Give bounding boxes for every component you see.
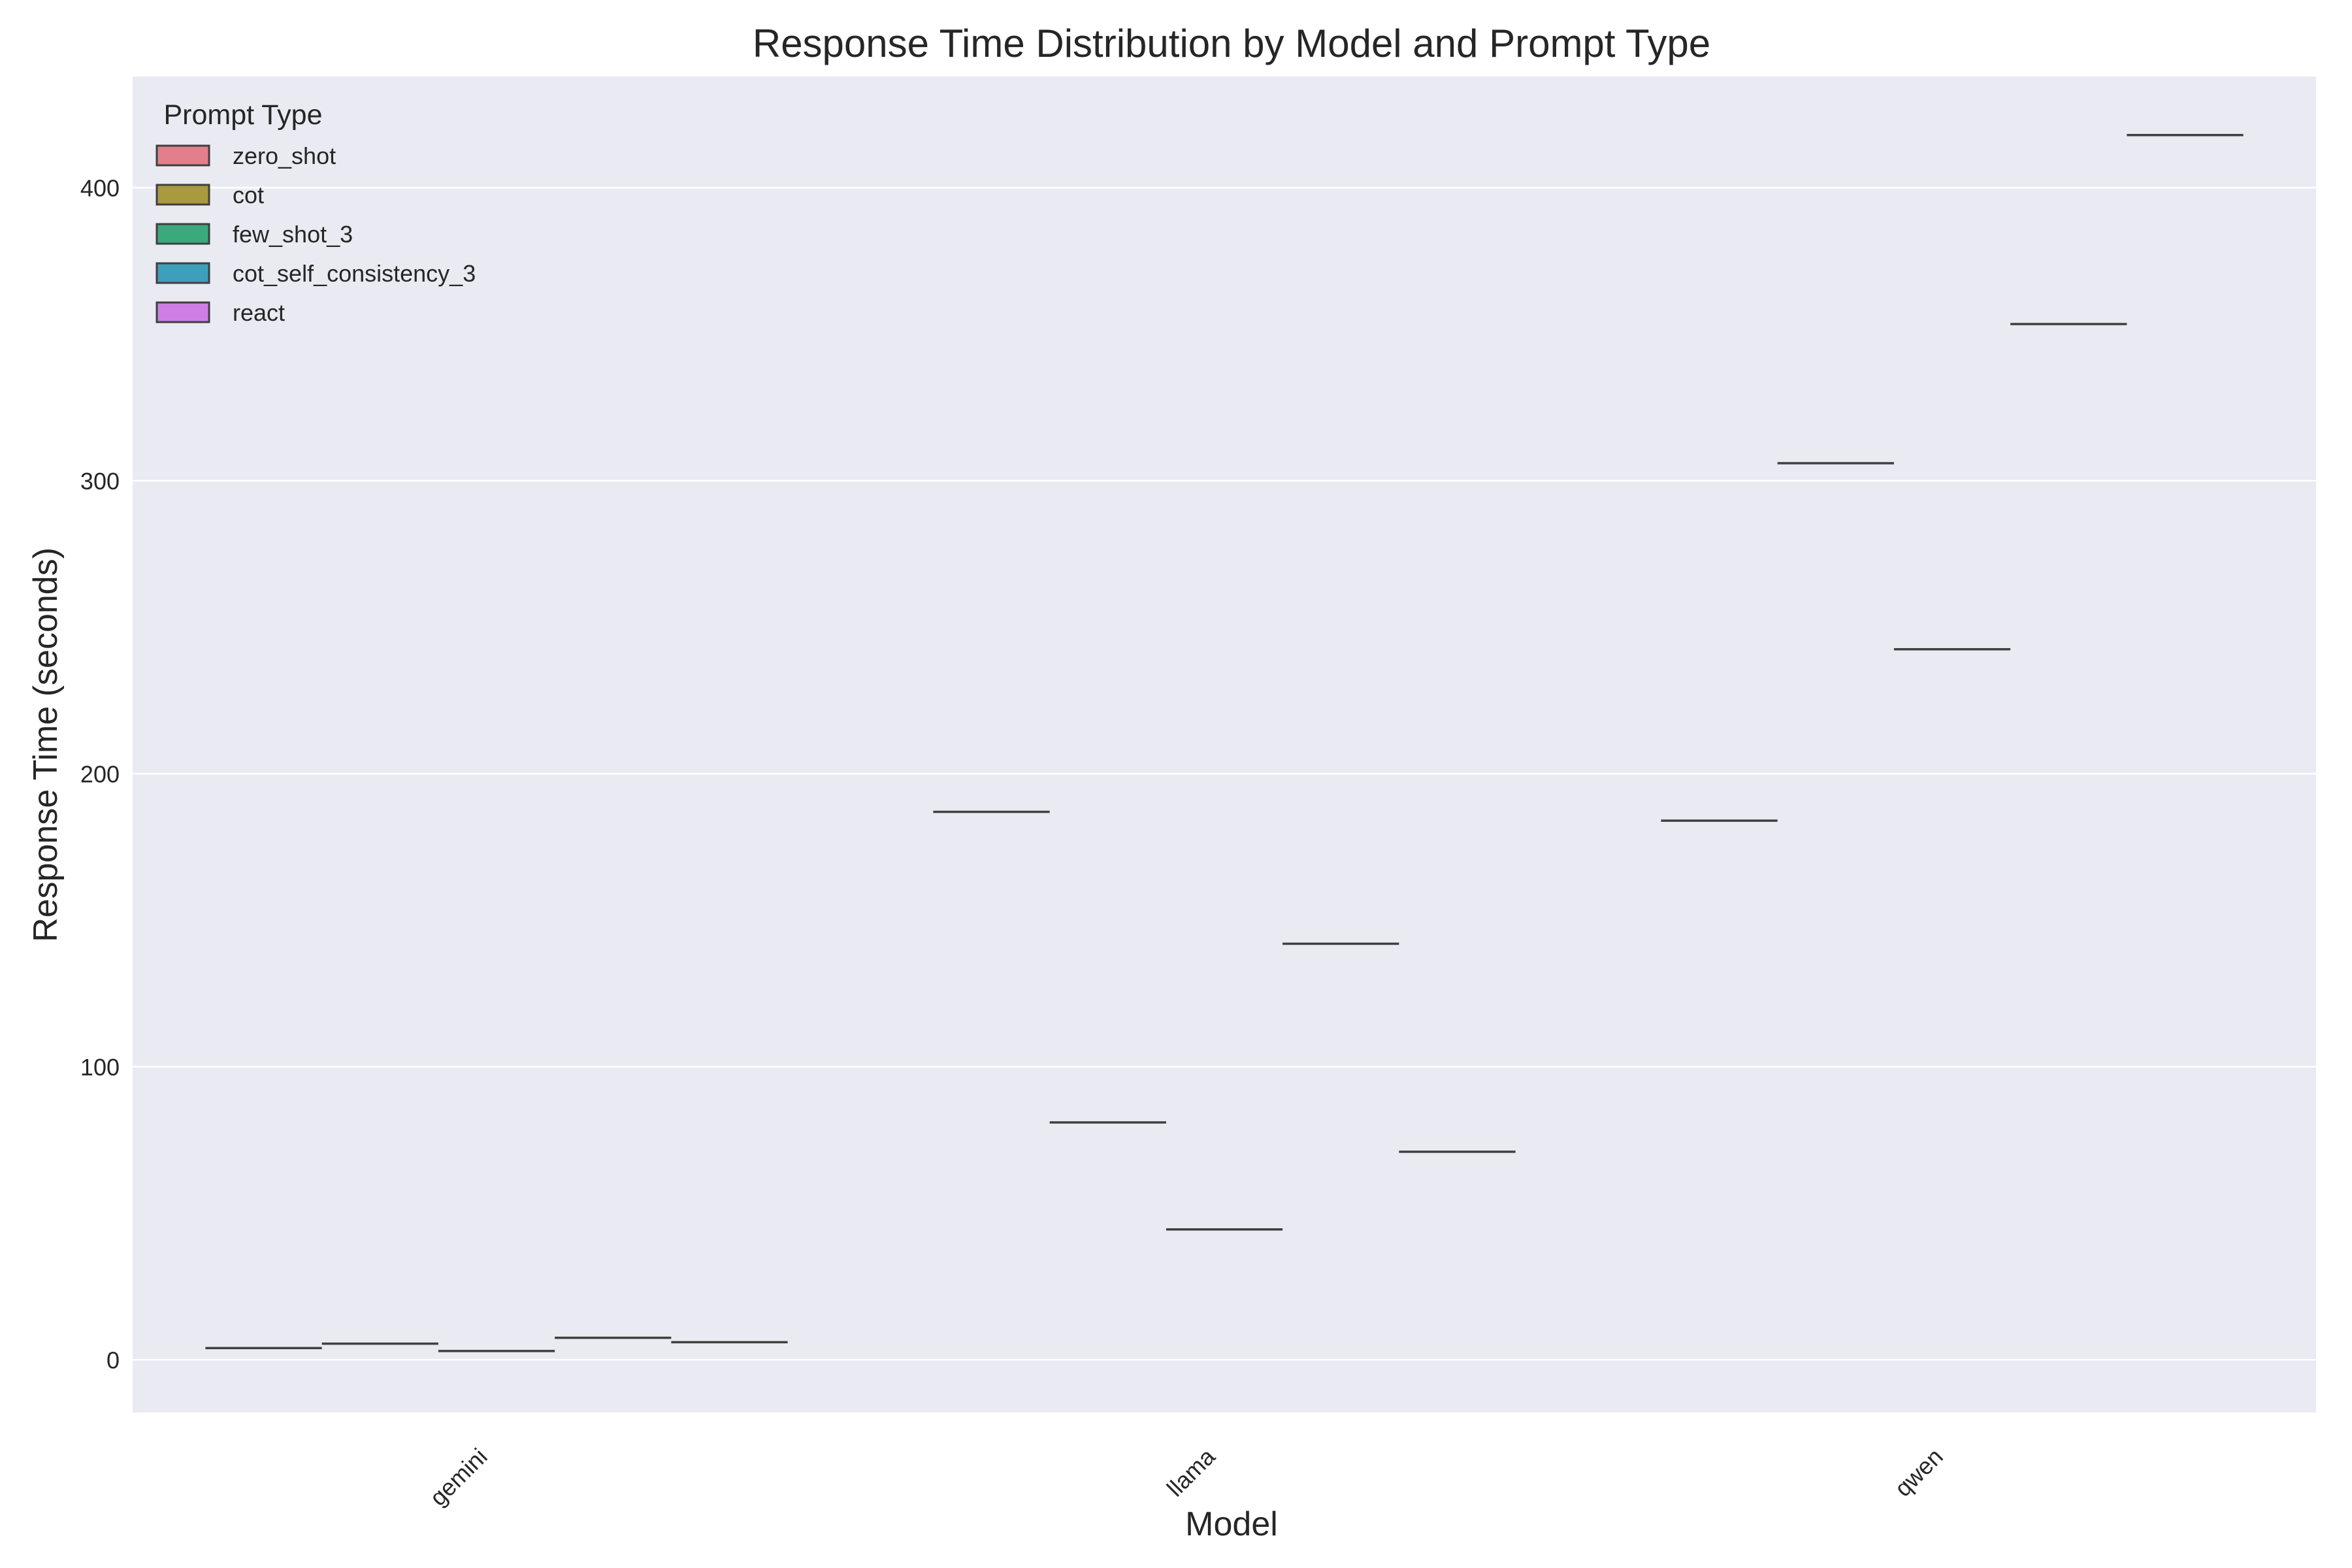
- legend-swatch: [155, 262, 210, 284]
- y-tick-label: 0: [106, 1347, 120, 1373]
- gridlines: [133, 187, 2316, 1361]
- y-tick-label: 300: [80, 468, 120, 495]
- y-axis-label: Response Time (seconds): [27, 547, 65, 942]
- legend-swatch: [155, 223, 210, 245]
- legend-label: react: [233, 299, 285, 326]
- legend-label: cot: [233, 182, 264, 208]
- legend-swatch: [155, 301, 210, 323]
- y-tick-labels: 0 100 200 300 400: [80, 174, 120, 1373]
- box-marks: [205, 133, 2244, 1352]
- legend-title: Prompt Type: [164, 99, 323, 131]
- x-axis-label: Model: [1185, 1505, 1278, 1543]
- legend-label: cot_self_consistency_3: [233, 260, 476, 287]
- y-tick-label: 100: [80, 1054, 120, 1081]
- legend-swatch: [155, 144, 210, 167]
- chart-title: Response Time Distribution by Model and …: [753, 22, 1710, 65]
- plot-area: [133, 76, 2316, 1413]
- legend-label: few_shot_3: [233, 221, 353, 248]
- legend-swatch: [155, 184, 210, 206]
- legend-label: zero_shot: [233, 142, 336, 169]
- y-tick-label: 200: [80, 760, 120, 787]
- y-tick-label: 400: [80, 174, 120, 201]
